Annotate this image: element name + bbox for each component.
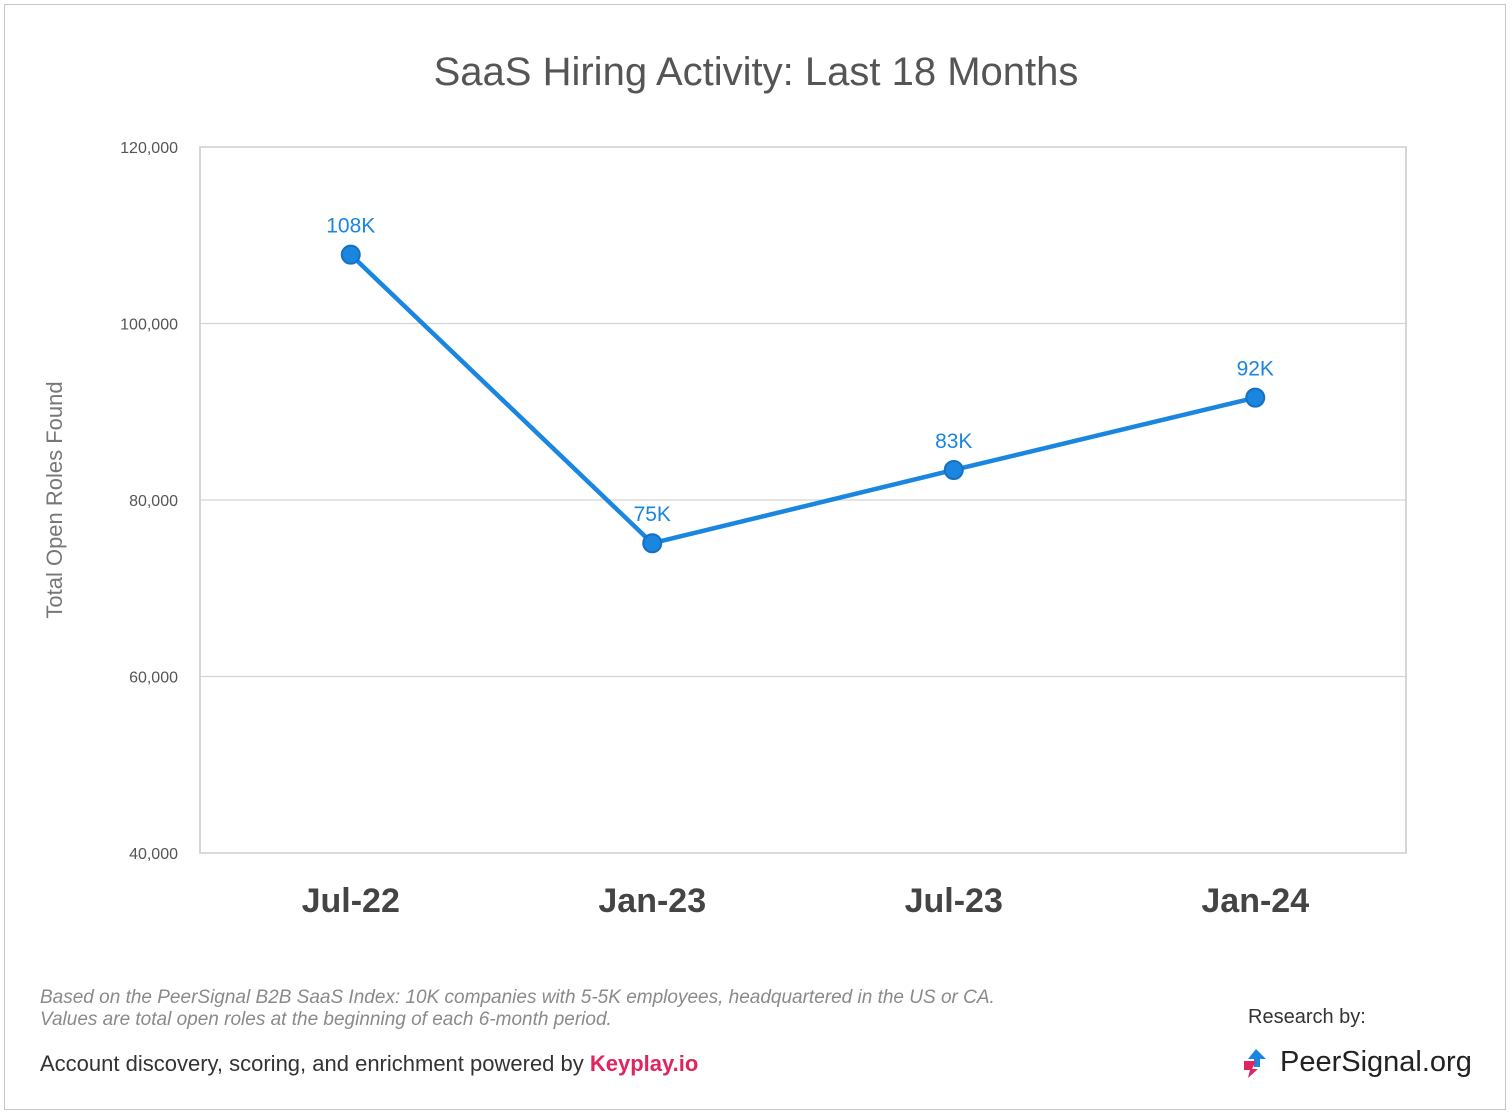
y-tick-label: 80,000 xyxy=(129,493,178,510)
x-tick-label: Jan-24 xyxy=(1201,882,1309,920)
powered-by-line: Account discovery, scoring, and enrichme… xyxy=(40,1051,698,1077)
peersignal-logo-icon xyxy=(1244,1048,1266,1078)
y-tick-label: 60,000 xyxy=(129,670,178,687)
research-by-label: Research by: xyxy=(1248,1006,1366,1028)
peersignal-logo: PeerSignal.org xyxy=(1242,1046,1472,1079)
data-label: 75K xyxy=(634,503,671,526)
keyplay-brand: Keyplay.io xyxy=(589,1051,699,1076)
peersignal-logo-text: PeerSignal.org xyxy=(1280,1046,1472,1078)
y-tick-label: 120,000 xyxy=(120,140,178,157)
footnote: Based on the PeerSignal B2B SaaS Index: … xyxy=(40,987,995,1030)
data-label: 83K xyxy=(935,430,972,453)
powered-by-text: Account discovery, scoring, and enrichme… xyxy=(40,1051,590,1076)
data-point xyxy=(340,244,361,265)
chart-title: SaaS Hiring Activity: Last 18 Months xyxy=(433,50,1079,94)
data-label: 92K xyxy=(1237,358,1274,381)
x-tick-label: Jul-22 xyxy=(302,882,400,920)
x-tick-label: Jan-23 xyxy=(598,882,706,920)
x-tick-label: Jul-23 xyxy=(905,882,1003,920)
data-label: 108K xyxy=(326,215,375,238)
data-point xyxy=(1245,387,1266,408)
y-axis-label: Total Open Roles Found xyxy=(42,381,67,618)
y-tick-label: 40,000 xyxy=(129,846,178,863)
y-tick-label: 100,000 xyxy=(120,317,178,334)
series-line xyxy=(348,252,1258,546)
data-point xyxy=(642,533,663,554)
data-point xyxy=(943,459,964,480)
chart-frame xyxy=(4,4,1506,1110)
